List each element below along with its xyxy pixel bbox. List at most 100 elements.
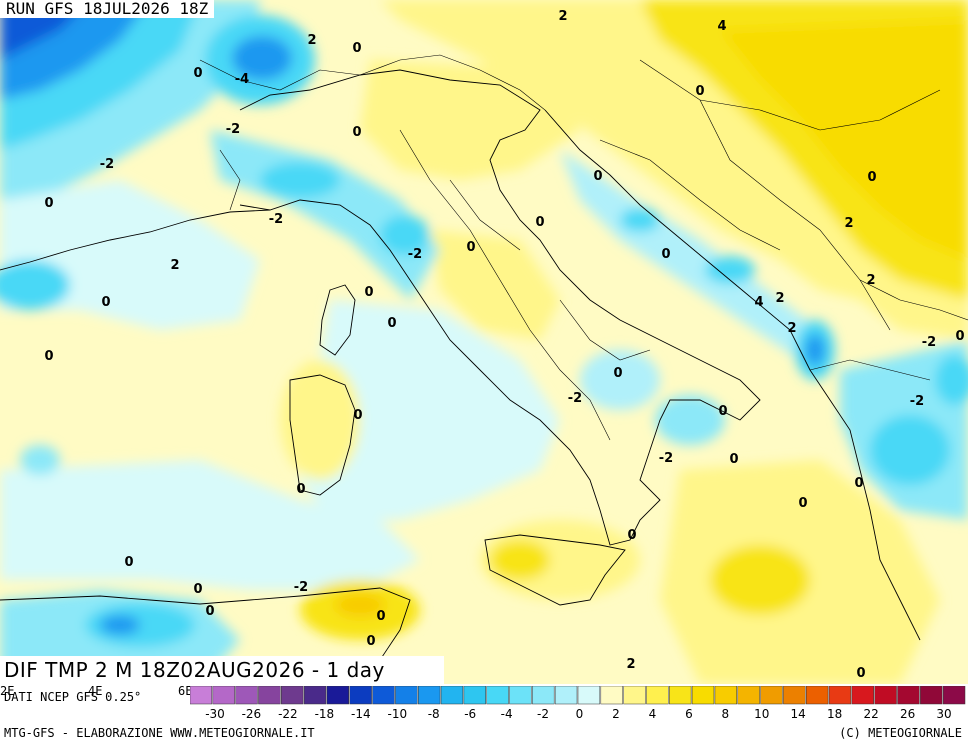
contour-label: 0 — [867, 170, 876, 185]
contour-label: -4 — [235, 72, 249, 87]
colorbar-bin — [874, 686, 897, 705]
contour-label: 0 — [205, 604, 214, 619]
contour-label: 0 — [376, 609, 385, 624]
colorbar-bin — [486, 686, 509, 705]
contour-label: 0 — [729, 452, 738, 467]
contour-label: 0 — [352, 41, 361, 56]
colorbar-bin — [851, 686, 874, 705]
colorbar-tick-label: -8 — [427, 707, 440, 721]
contour-label: 2 — [787, 321, 796, 336]
contour-label: 0 — [124, 555, 133, 570]
colorbar-bin — [326, 686, 350, 705]
contour-label: 0 — [44, 349, 53, 364]
lon-tick: 2E — [0, 684, 15, 698]
contour-label: 0 — [366, 634, 375, 649]
contour-label: 0 — [613, 366, 622, 381]
contour-label: -2 — [910, 394, 924, 409]
contour-label: 4 — [754, 295, 763, 310]
contour-label: 2 — [558, 9, 567, 24]
contour-label: 0 — [352, 125, 361, 140]
contour-label: 0 — [627, 528, 636, 543]
anomaly-fill — [0, 0, 968, 684]
contour-label: 0 — [718, 404, 727, 419]
colorbar-labels: -30 -26 -22 -18 -14 -10 -8 -6 -4 -2 0 2 4 6 8 10 14 18 22 2… — [0, 707, 968, 723]
map-title: DIF TMP 2 M 18Z02AUG2026 - 1 day — [0, 656, 444, 684]
credit-right: (C) METEOGIORNALE — [839, 726, 962, 740]
colorbar-bin — [646, 686, 669, 705]
colorbar-bin — [463, 686, 486, 705]
colorbar-tick-label: -26 — [241, 707, 262, 721]
lon-tick: 4E — [88, 684, 103, 698]
credit-left: MTG-GFS - ELABORAZIONE WWW.METEOGIORNALE… — [4, 726, 315, 740]
colorbar-tick-label: 22 — [863, 707, 879, 721]
contour-label: 0 — [535, 215, 544, 230]
colorbar-bin — [942, 686, 966, 705]
colorbar-tick-label: 26 — [899, 707, 916, 721]
colorbar-bin — [783, 686, 806, 705]
run-label: RUN GFS 18JUL2026 18Z — [0, 0, 215, 18]
colorbar-bin — [303, 686, 327, 705]
contour-label: 2 — [775, 291, 784, 306]
colorbar-bin — [920, 686, 943, 705]
colorbar-tick-label: 10 — [754, 707, 770, 721]
colorbar-bin — [212, 686, 235, 705]
data-source-label: DATI NCEP GFS 0.25° — [4, 690, 142, 704]
colorbar-tick-label: 30 — [936, 707, 952, 721]
colorbar-bin — [760, 686, 783, 705]
contour-label: 0 — [798, 496, 807, 511]
colorbar-tick-label: -4 — [500, 707, 513, 721]
colorbar-tick-label: -10 — [387, 707, 408, 721]
contour-label: -2 — [269, 212, 283, 227]
colorbar — [190, 686, 966, 705]
contour-label: 0 — [854, 476, 863, 491]
colorbar-tick-label: -30 — [205, 707, 225, 721]
colorbar-bin — [691, 686, 715, 705]
contour-label: 2 — [307, 33, 316, 48]
contour-label: 2 — [844, 216, 853, 231]
colorbar-bin — [281, 686, 304, 705]
colorbar-bin — [235, 686, 258, 705]
contour-label: 0 — [593, 169, 602, 184]
colorbar-tick-label: -2 — [537, 707, 549, 721]
contour-label: 0 — [353, 408, 362, 423]
colorbar-bin — [805, 686, 829, 705]
lon-tick: 6E — [178, 684, 193, 698]
colorbar-tick-label: 4 — [648, 707, 657, 721]
colorbar-bin — [669, 686, 692, 705]
contour-label: -2 — [294, 580, 308, 595]
contour-label: -2 — [922, 335, 936, 350]
contour-label: 0 — [955, 329, 964, 344]
colorbar-bin — [440, 686, 464, 705]
contour-label: 0 — [661, 247, 670, 262]
colorbar-bin — [577, 686, 601, 705]
contour-label: 0 — [387, 316, 396, 331]
colorbar-bin — [623, 686, 646, 705]
colorbar-tick-label: -14 — [350, 707, 371, 721]
contour-label: -2 — [226, 122, 240, 137]
contour-label: 2 — [626, 657, 635, 672]
contour-label: 0 — [193, 66, 202, 81]
colorbar-tick-label: 2 — [612, 707, 620, 721]
colorbar-bin — [714, 686, 738, 705]
contour-label: 0 — [466, 240, 475, 255]
colorbar-tick-label: 18 — [827, 707, 843, 721]
colorbar-bin — [828, 686, 852, 705]
contour-label: 0 — [193, 582, 202, 597]
colorbar-bin — [395, 686, 418, 705]
contour-label: -2 — [100, 157, 114, 172]
colorbar-bin — [372, 686, 395, 705]
colorbar-bin — [349, 686, 372, 705]
colorbar-bin — [600, 686, 623, 705]
contour-label: 2 — [866, 273, 875, 288]
colorbar-tick-label: 0 — [575, 707, 584, 721]
colorbar-bin — [897, 686, 920, 705]
colorbar-tick-label: 14 — [790, 707, 806, 721]
country-borders — [199, 54, 968, 441]
colorbar-bin — [258, 686, 281, 705]
colorbar-bin — [554, 686, 578, 705]
colorbar-bin — [190, 686, 213, 705]
colorbar-bin — [417, 686, 441, 705]
colorbar-tick-label: 6 — [685, 707, 693, 721]
